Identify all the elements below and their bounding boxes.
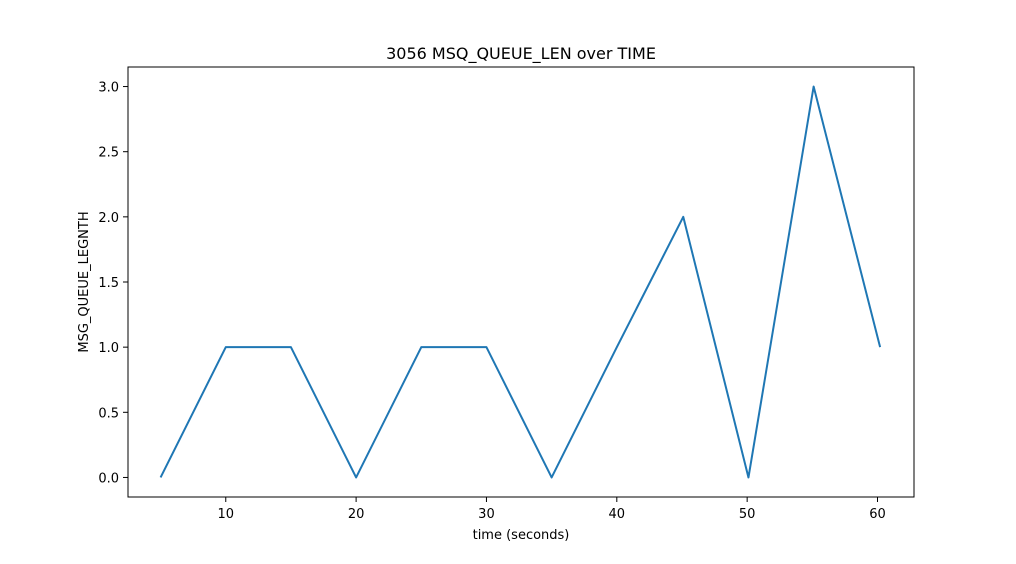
x-tick-label: 20 bbox=[348, 507, 365, 522]
x-axis-ticks: 10 20 30 40 50 60 bbox=[217, 497, 886, 522]
x-axis-label: time (seconds) bbox=[473, 528, 570, 543]
y-tick-label: 2.0 bbox=[98, 211, 119, 226]
plot-frame bbox=[127, 66, 915, 498]
plot-area bbox=[128, 67, 914, 497]
series-line bbox=[159, 85, 882, 479]
y-axis-ticks: 0.0 0.5 1.0 1.5 2.0 2.5 3.0 bbox=[98, 81, 128, 486]
x-tick-label: 60 bbox=[869, 507, 886, 522]
y-tick-label: 1.5 bbox=[98, 276, 119, 291]
x-tick-label: 30 bbox=[478, 507, 495, 522]
y-tick-label: 1.0 bbox=[98, 341, 119, 356]
y-tick-label: 2.5 bbox=[98, 146, 119, 161]
y-tick-label: 0.5 bbox=[98, 406, 119, 421]
x-tick-label: 50 bbox=[739, 507, 756, 522]
y-tick-label: 3.0 bbox=[98, 81, 119, 96]
chart-title: 3056 MSQ_QUEUE_LEN over TIME bbox=[386, 44, 656, 64]
y-tick-label: 0.0 bbox=[98, 471, 119, 486]
y-axis-label: MSG_QUEUE_LEGNTH bbox=[77, 211, 92, 352]
x-tick-label: 40 bbox=[609, 507, 626, 522]
x-tick-label: 10 bbox=[217, 507, 234, 522]
